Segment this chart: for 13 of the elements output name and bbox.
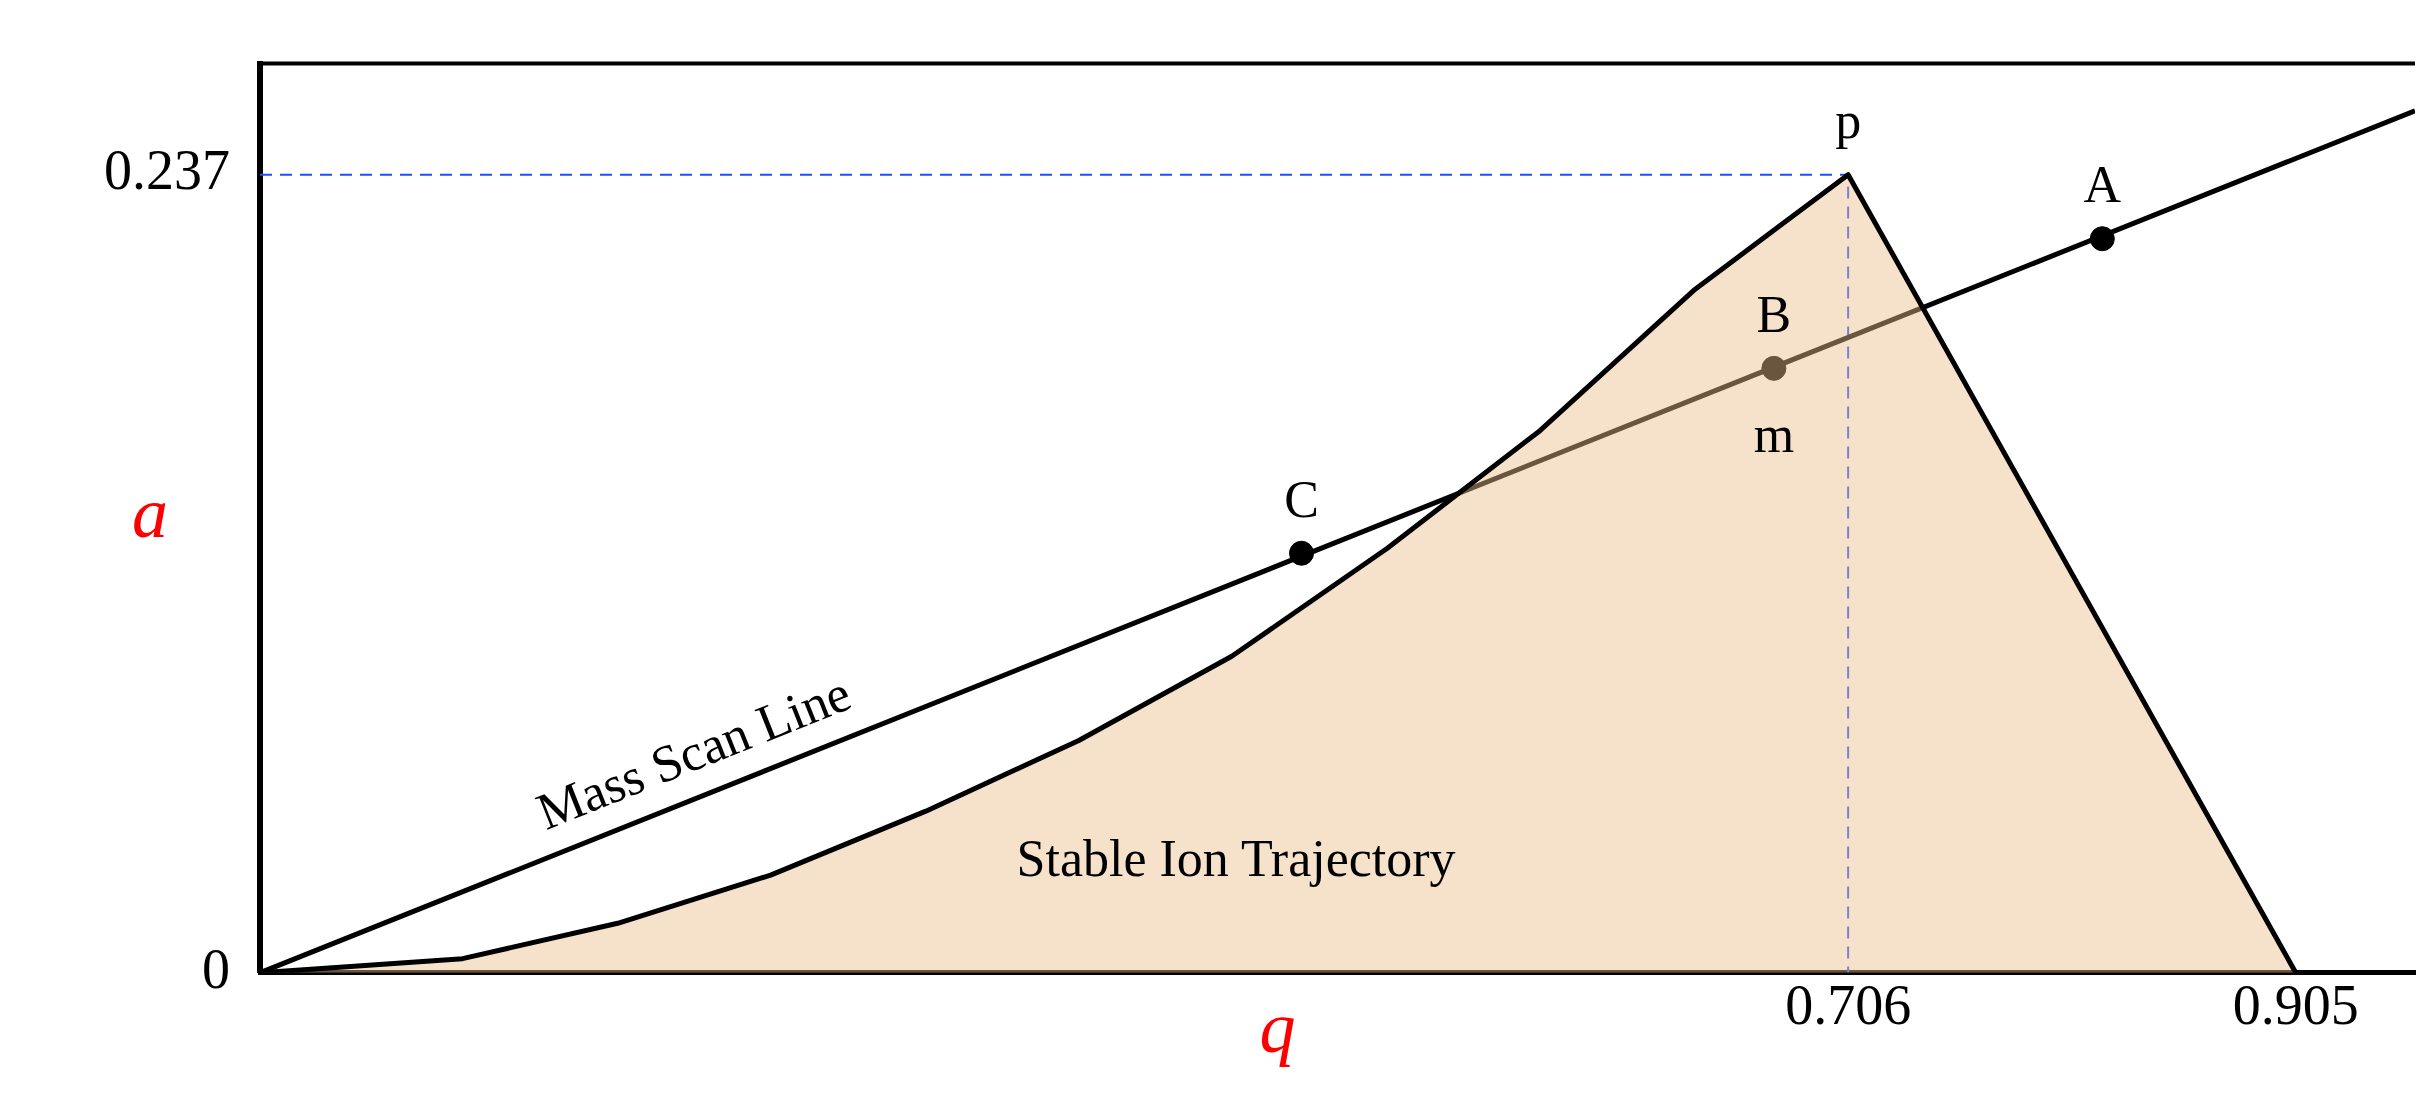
annotation: Stable Ion Trajectory (1016, 830, 1456, 888)
y-tick-label: 0.237 (104, 139, 230, 202)
annotation: C (1284, 470, 1319, 528)
x-tick-label: 0.905 (2232, 974, 2359, 1037)
annotation: B (1756, 286, 1792, 344)
annotation: A (2083, 156, 2122, 214)
y-axis-title: a (132, 473, 168, 554)
x-axis-title: q (1259, 987, 1296, 1068)
annotation: Mass Scan Line (528, 664, 859, 841)
x-tick-label: 0.706 (1785, 974, 1912, 1037)
annotation: p (1835, 92, 1862, 150)
annotation: m (1753, 406, 1795, 464)
y-tick-label: 0 (202, 937, 230, 1000)
